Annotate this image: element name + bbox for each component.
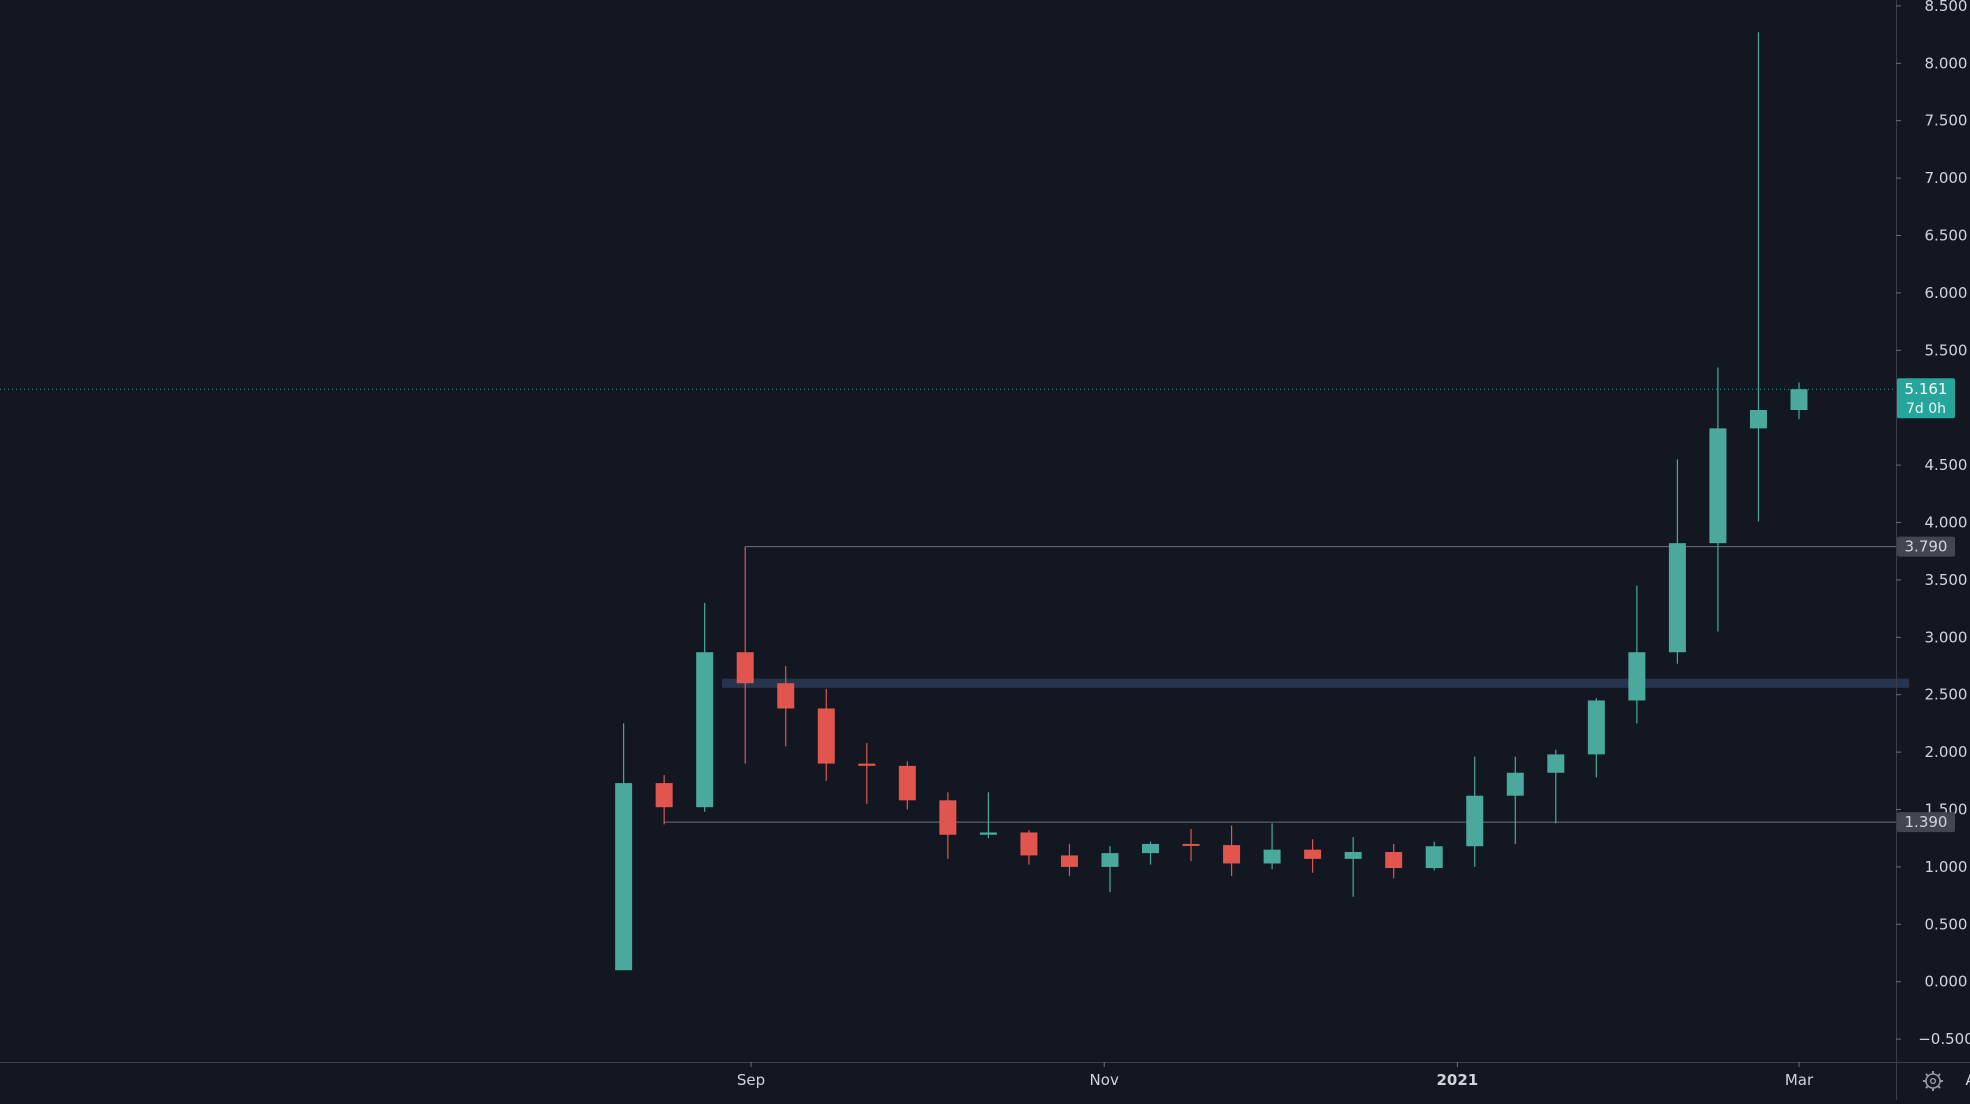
candle-body (736, 652, 754, 684)
x-tick-label: 2021 (1437, 1071, 1479, 1089)
current-price-countdown: 7d 0h (1906, 401, 1946, 417)
candle-body (817, 708, 835, 764)
x-tick-label: Sep (737, 1071, 765, 1089)
x-tick-label: Mar (1785, 1071, 1814, 1089)
candle-body (939, 800, 957, 835)
level-tag-label: 1.390 (1905, 813, 1948, 831)
price-tags-layer: 3.790 1.390 5.161 7d 0h (1897, 378, 1955, 833)
candles-layer (615, 32, 1808, 971)
y-tick-label: 7.000 (1925, 169, 1968, 187)
gear-tooth (1937, 1073, 1941, 1077)
y-tick-label: 8.000 (1925, 54, 1968, 72)
y-tick-label: 0.500 (1925, 915, 1968, 933)
candle-body (777, 683, 795, 709)
candle-body (1709, 428, 1727, 544)
candle-body (1506, 772, 1524, 796)
y-tick-label: 2.500 (1925, 686, 1968, 704)
candle-body (1628, 652, 1646, 701)
current-price-tag (1897, 378, 1955, 419)
candle-body (898, 765, 916, 801)
candle-body (1344, 851, 1362, 859)
y-tick-label: 3.000 (1925, 628, 1968, 646)
y-tick-label: 4.500 (1925, 456, 1968, 474)
gear-ring (1925, 1073, 1941, 1089)
y-tick-label: 0.000 (1925, 973, 1968, 991)
candle-body (1547, 754, 1565, 773)
gear-tooth (1925, 1085, 1929, 1089)
gear-tooth (1925, 1073, 1929, 1077)
y-tick-label: 7.500 (1925, 112, 1968, 130)
levels-layer (0, 388, 1896, 823)
gear-tooth (1937, 1085, 1941, 1089)
candle-body (696, 652, 714, 808)
candle-body (1466, 795, 1484, 847)
candle-body (1101, 853, 1119, 867)
x-tick-label: Apr (1966, 1071, 1970, 1089)
y-tick-label: 5.500 (1925, 341, 1968, 359)
candle-body (1587, 700, 1605, 755)
candle-body (1425, 846, 1443, 869)
candle-body (979, 832, 997, 835)
zone-layer (722, 678, 1909, 688)
y-tick-label: 4.000 (1925, 514, 1968, 532)
y-tick-label: 3.500 (1925, 571, 1968, 589)
gear-hub (1929, 1077, 1937, 1085)
candle-body (1668, 543, 1686, 653)
x-tick-label: Nov (1090, 1071, 1119, 1089)
candle-body (1385, 851, 1403, 869)
y-tick-label: 6.500 (1925, 227, 1968, 245)
support-zone (722, 678, 1909, 688)
current-price-label: 5.161 (1905, 380, 1948, 398)
chart-settings-button[interactable] (1923, 1071, 1943, 1091)
candle-body (615, 783, 633, 971)
level-tag-label: 3.790 (1905, 538, 1948, 556)
candle-body (1223, 845, 1241, 864)
candle-body (858, 763, 876, 766)
candle-body (1749, 409, 1767, 429)
level-tag-bg (1897, 812, 1955, 833)
candle-body (1020, 832, 1038, 856)
candle-body (1182, 843, 1200, 846)
candle-body (1060, 855, 1078, 867)
candle-body (1304, 849, 1322, 859)
level-tag-bg (1897, 536, 1955, 557)
candle-body (655, 783, 673, 808)
candle-body (1263, 849, 1281, 864)
y-tick-label: 1.000 (1925, 858, 1968, 876)
y-tick-label: 2.000 (1925, 743, 1968, 761)
candle-body (1790, 389, 1808, 410)
gear-icon (1923, 1071, 1943, 1091)
y-tick-label: 8.500 (1925, 0, 1968, 15)
y-tick-label: −0.500 (1918, 1030, 1970, 1048)
candle-body (1142, 843, 1160, 854)
y-tick-label: 6.000 (1925, 284, 1968, 302)
